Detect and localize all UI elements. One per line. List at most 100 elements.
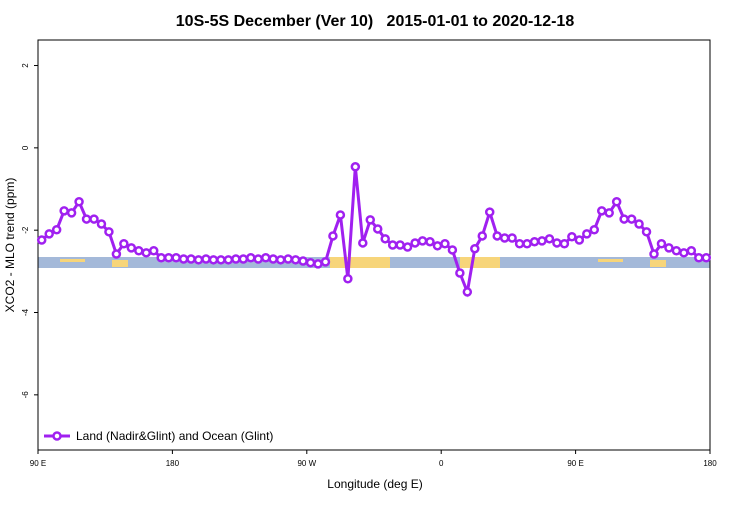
point [343, 274, 353, 284]
point [440, 239, 450, 249]
y-tick-label: -4 [21, 308, 30, 316]
point [350, 162, 361, 172]
point [178, 254, 189, 264]
point [186, 254, 196, 264]
point [156, 253, 166, 263]
point [223, 255, 234, 265]
point [358, 238, 368, 248]
point [664, 243, 674, 253]
point [268, 254, 278, 264]
point [447, 245, 458, 255]
x-tick-label: 90 E [567, 459, 583, 468]
point [134, 246, 144, 256]
point [328, 231, 338, 241]
point [365, 215, 376, 225]
point [552, 238, 562, 248]
point [455, 268, 465, 278]
point [141, 248, 152, 258]
point [81, 214, 92, 224]
point [313, 259, 323, 269]
point [574, 235, 585, 245]
point [462, 287, 473, 297]
point [567, 232, 577, 242]
point [694, 253, 704, 263]
point [559, 239, 570, 249]
point [305, 257, 316, 268]
point [611, 197, 622, 207]
point [634, 219, 644, 229]
point [171, 253, 181, 263]
point [470, 243, 480, 254]
x-tick-label: 0 [439, 459, 444, 468]
y-tick-label: -6 [21, 391, 30, 399]
legend-label: Land (Nadir&Glint) and Ocean (Glint) [76, 429, 273, 443]
point [216, 255, 226, 265]
x-tick-label: 90 E [30, 459, 46, 468]
point [387, 240, 398, 250]
point [126, 243, 137, 253]
point [641, 227, 652, 237]
point [59, 206, 69, 216]
point [74, 197, 84, 207]
point [604, 208, 614, 218]
point [104, 227, 114, 237]
point [66, 208, 77, 218]
point [111, 249, 122, 259]
point [529, 236, 540, 247]
y-axis-label: XCO2 - MLO trend (ppm) [3, 178, 17, 313]
point [335, 210, 346, 220]
point [537, 236, 547, 246]
point [679, 248, 689, 258]
point [656, 239, 667, 249]
chart-title: 10S-5S December (Ver 10) 2015-01-01 to 2… [176, 13, 575, 30]
point [298, 256, 308, 266]
point [253, 254, 264, 264]
point [193, 255, 204, 265]
point [619, 214, 629, 224]
x-tick-label: 90 W [297, 459, 316, 468]
point [36, 235, 47, 245]
point [484, 207, 495, 217]
point [671, 246, 682, 256]
point [499, 233, 510, 243]
point [514, 239, 525, 249]
point [522, 239, 532, 249]
point [395, 240, 405, 250]
point [477, 231, 488, 241]
point [290, 255, 301, 265]
point [402, 242, 413, 252]
point [246, 253, 256, 263]
legend-marker [52, 431, 62, 441]
point [96, 219, 107, 229]
plot-frame [37, 39, 711, 451]
point [260, 253, 271, 263]
point [410, 238, 420, 248]
point [649, 249, 659, 259]
point [238, 254, 249, 264]
point [432, 241, 443, 251]
point [208, 255, 219, 265]
point [89, 214, 99, 224]
point [596, 206, 607, 216]
point [44, 229, 54, 239]
point [626, 214, 637, 224]
point [231, 254, 241, 264]
point [582, 229, 592, 239]
point [507, 233, 517, 243]
point [544, 234, 555, 244]
point [425, 236, 435, 247]
point [51, 225, 62, 235]
point [201, 254, 211, 264]
point [701, 253, 712, 263]
point [275, 255, 286, 265]
x-tick-label: 180 [703, 459, 717, 468]
point [163, 253, 174, 263]
land-ocean-strip [38, 257, 710, 268]
point [119, 239, 129, 249]
point [320, 257, 331, 267]
point [372, 224, 383, 234]
point [148, 246, 159, 256]
point [492, 231, 502, 241]
y-tick-label: 0 [21, 145, 30, 150]
